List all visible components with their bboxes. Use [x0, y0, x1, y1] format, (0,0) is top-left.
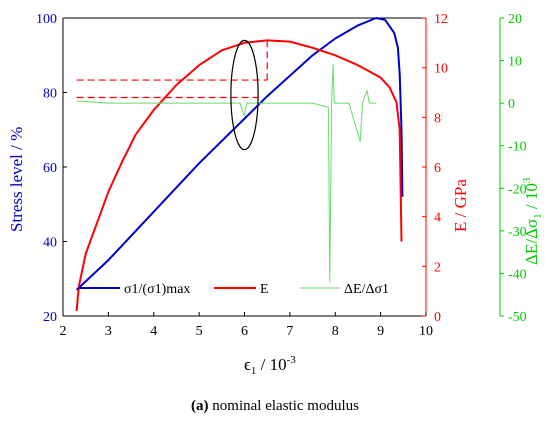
legend: σ1/(σ1)max E ΔE/Δσ1 [78, 282, 389, 297]
x-tick-label: 6 [241, 324, 248, 339]
caption-text: nominal elastic modulus [209, 398, 360, 414]
right1-tick-label: 2 [434, 260, 441, 275]
annotation-layer [76, 39, 268, 151]
right2-axis-title: ΔE/Δσ1 / 103 [521, 177, 544, 265]
right2-tick-label: -40 [508, 267, 527, 282]
series-line-right2 [76, 64, 377, 283]
left-tick-label: 100 [36, 12, 57, 27]
x-tick-label: 10 [419, 324, 433, 339]
right2-tick-label: 20 [508, 12, 522, 27]
right2-tick-label: -50 [508, 310, 527, 325]
caption-label: (a) [191, 398, 209, 414]
series-line-left [75, 17, 404, 291]
highlight-ellipse [230, 39, 259, 151]
left-tick-label: 60 [43, 161, 57, 176]
right1-axis-title: E / GPa [451, 179, 470, 232]
legend-label: ΔE/Δσ1 [344, 282, 389, 297]
legend-label: E [260, 282, 269, 297]
tick-layer: 2 3 4 5 6 7 8 9 1020406080100024681012-50-40-30-… [36, 12, 527, 339]
x-tick-label: 7 [286, 324, 293, 339]
right1-tick-label: 10 [434, 62, 448, 77]
left-axis-title: Stress level / % [7, 127, 26, 232]
right1-tick-label: 4 [434, 211, 441, 226]
x-tick-label: 3 [105, 324, 112, 339]
x-tick-label: 8 [332, 324, 339, 339]
right2-tick-label: 0 [508, 97, 515, 112]
left-tick-label: 40 [43, 236, 57, 251]
right1-tick-label: 12 [434, 12, 448, 27]
caption: (a) nominal elastic modulus [191, 398, 359, 414]
right2-tick-label: 10 [508, 55, 522, 70]
right2-tick-label: -20 [508, 182, 527, 197]
right1-tick-label: 0 [434, 310, 441, 325]
right1-tick-label: 6 [434, 161, 441, 176]
x-tick-label: 5 [196, 324, 203, 339]
x-axis-title: ϵ1 / 10-3 [244, 354, 296, 377]
left-tick-label: 80 [43, 87, 57, 102]
right1-tick-label: 8 [434, 111, 441, 126]
right2-tick-label: -10 [508, 140, 527, 155]
series-line-right1 [75, 39, 403, 312]
left-tick-label: 20 [43, 310, 57, 325]
x-tick-label: 9 [377, 324, 384, 339]
series-layer [75, 17, 404, 312]
x-tick-label: 4 [150, 324, 157, 339]
right2-tick-label: -30 [508, 225, 527, 240]
x-tick-label: 2 [60, 324, 67, 339]
legend-label: σ1/(σ1)max [124, 282, 190, 297]
